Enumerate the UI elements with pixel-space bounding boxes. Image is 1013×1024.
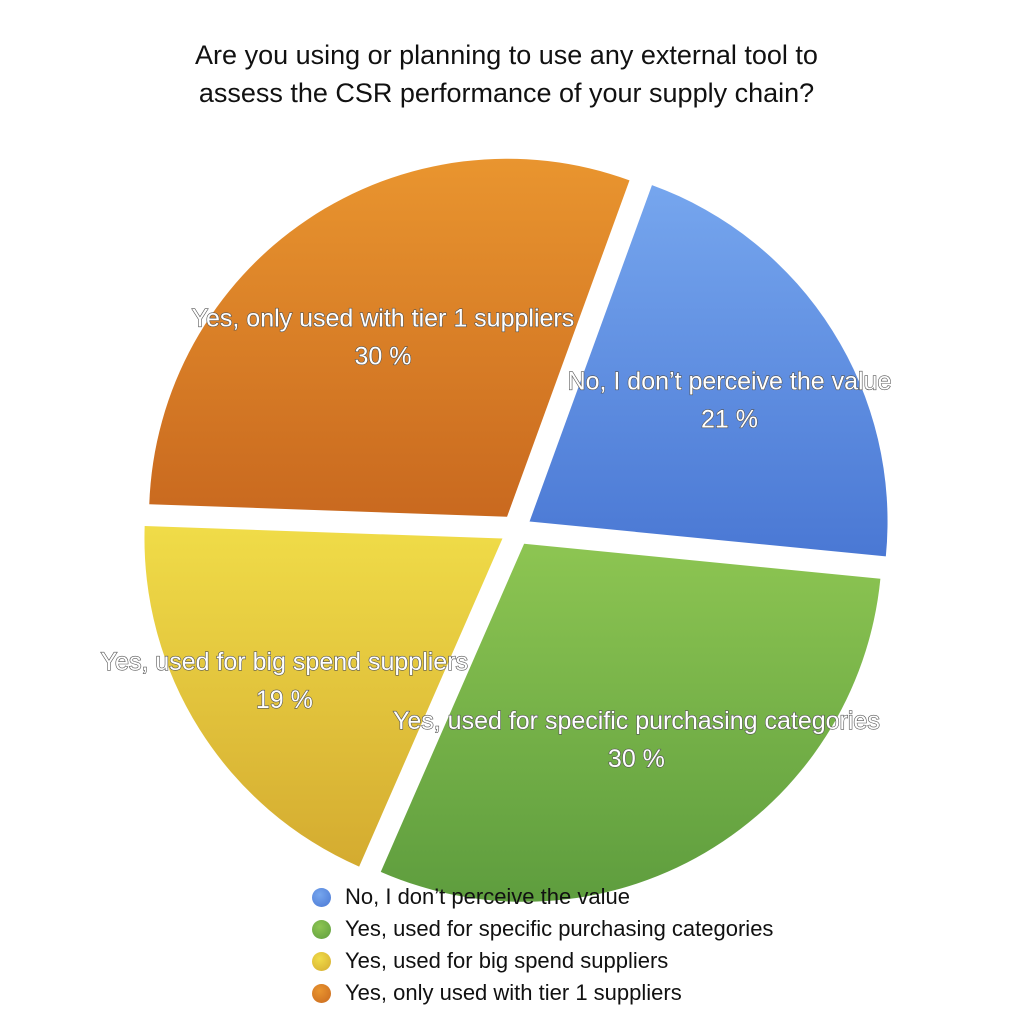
legend-swatch bbox=[312, 951, 331, 971]
legend: No, I don’t perceive the value Yes, used … bbox=[312, 881, 773, 1009]
slice-label: Yes, used for specific purchasing catego… bbox=[393, 707, 880, 735]
legend-label: Yes, used for big spend suppliers bbox=[345, 948, 669, 973]
slice-value-label: 30 % bbox=[354, 343, 411, 371]
pie-slice bbox=[149, 158, 630, 517]
pie-labels: No, I don’t perceive the value 21 % Yes, u… bbox=[100, 304, 892, 774]
legend-item: Yes, used for specific purchasing catego… bbox=[312, 913, 773, 945]
legend-label: Yes, used for specific purchasing catego… bbox=[345, 916, 774, 941]
slice-label: No, I don’t perceive the value bbox=[568, 368, 892, 396]
pie-slice bbox=[144, 526, 503, 867]
slice-value-label: 21 % bbox=[701, 406, 758, 434]
slice-label: Yes, used for big spend suppliers bbox=[101, 648, 468, 676]
legend-swatch bbox=[312, 887, 331, 907]
slice-value-label: 30 % bbox=[608, 745, 665, 773]
legend-label: No, I don’t perceive the value bbox=[345, 884, 630, 909]
chart-title-line-2: assess the CSR performance of your suppl… bbox=[198, 78, 815, 108]
slice-label: Yes, only used with tier 1 suppliers bbox=[192, 305, 575, 333]
legend-item: No, I don’t perceive the value bbox=[312, 881, 773, 913]
legend-item: Yes, only used with tier 1 suppliers bbox=[312, 977, 773, 1009]
legend-swatch bbox=[312, 983, 331, 1003]
pie-slice bbox=[380, 543, 881, 902]
legend-label: Yes, only used with tier 1 suppliers bbox=[345, 980, 682, 1005]
legend-swatch bbox=[312, 919, 331, 939]
slice-value-label: 19 % bbox=[256, 686, 313, 714]
legend-item: Yes, used for big spend suppliers bbox=[312, 945, 773, 977]
pie-slice bbox=[529, 185, 888, 557]
pie-slices bbox=[144, 158, 888, 902]
chart-title-line-1: Are you using or planning to use any ext… bbox=[195, 40, 818, 70]
